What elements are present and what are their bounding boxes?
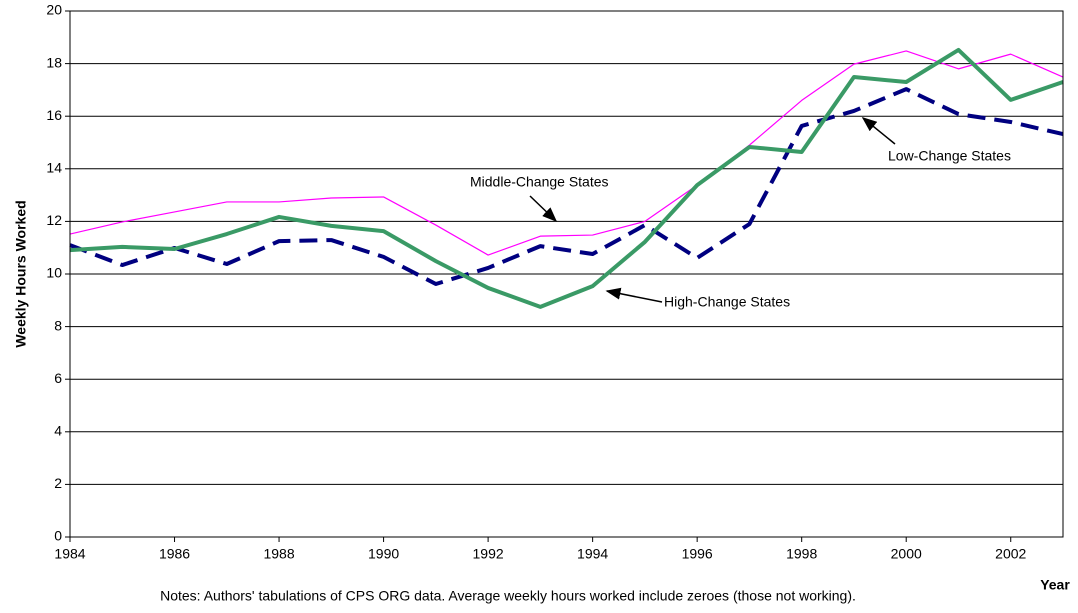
y-tick-label: 4 xyxy=(54,423,62,439)
grid xyxy=(65,10,1063,542)
y-tick-label: 8 xyxy=(54,317,62,333)
x-axis-label: Year xyxy=(1040,577,1070,593)
x-tick-label: 1986 xyxy=(159,546,190,562)
y-axis-label: Weekly Hours Worked xyxy=(13,200,29,347)
x-tick-label: 1994 xyxy=(577,546,608,562)
annotation: Middle-Change States xyxy=(470,174,609,190)
x-tick-label: 1996 xyxy=(682,546,713,562)
y-tick-label: 14 xyxy=(46,160,62,176)
annotation-arrow xyxy=(605,287,663,303)
lines xyxy=(69,47,1064,309)
x-tick-label: 2000 xyxy=(891,546,922,562)
y-tick-label: 12 xyxy=(46,212,62,228)
x-tick-label: 2002 xyxy=(995,546,1026,562)
y-tick-label: 16 xyxy=(46,107,62,123)
annotation-arrow xyxy=(861,117,896,145)
series-line xyxy=(69,50,1064,256)
x-tick-label: 1984 xyxy=(54,546,85,562)
note: Notes: Authors' tabulations of CPS ORG d… xyxy=(160,588,856,604)
y-tick-label: 18 xyxy=(46,54,62,70)
y-tick-label: 10 xyxy=(46,265,62,281)
x-tick-label: 1998 xyxy=(786,546,817,562)
annotation: Low-Change States xyxy=(888,148,1011,164)
annotation: High-Change States xyxy=(664,294,790,310)
x-tick-label: 1990 xyxy=(368,546,399,562)
y-tick-label: 0 xyxy=(54,528,62,544)
x-tick-label: 1988 xyxy=(263,546,294,562)
x-tick-label: 1992 xyxy=(473,546,504,562)
annotation-arrow xyxy=(529,195,558,223)
y-tick-label: 2 xyxy=(54,475,62,491)
series-line xyxy=(69,87,1064,286)
series-line xyxy=(69,47,1064,309)
y-tick-label: 20 xyxy=(46,2,62,18)
y-tick-label: 6 xyxy=(54,370,62,386)
plot-frame xyxy=(69,10,1064,538)
